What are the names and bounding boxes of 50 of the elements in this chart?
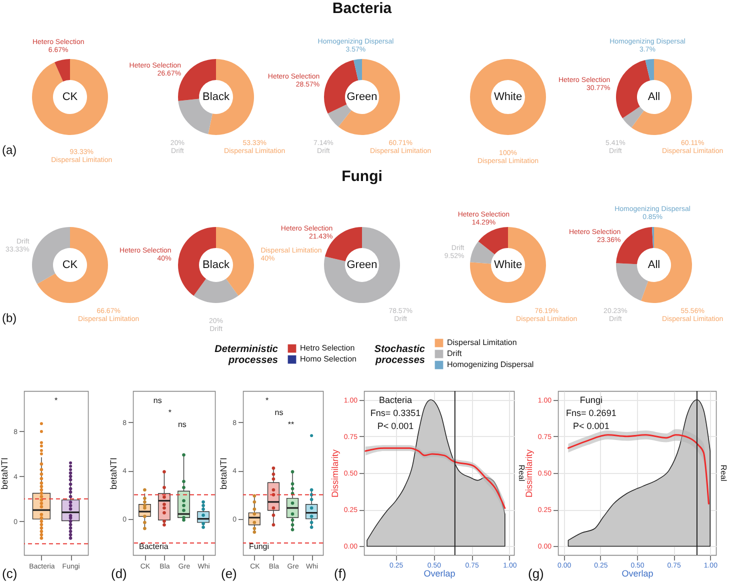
y2-axis-title: Real bbox=[517, 464, 526, 482]
text: All bbox=[648, 259, 660, 271]
x-axis-title: Overlap bbox=[622, 568, 654, 578]
text: (d) bbox=[111, 566, 127, 581]
category-label: Hetro Selection bbox=[300, 344, 355, 352]
annotation: P< 0.001 bbox=[573, 421, 610, 431]
y2-axis-title: Real bbox=[719, 464, 728, 482]
text: Bacteria bbox=[139, 542, 169, 551]
text: (g) bbox=[528, 566, 544, 581]
y-axis-title: Dissimilarity bbox=[330, 449, 340, 498]
text: Black bbox=[202, 91, 230, 103]
text: (c) bbox=[2, 566, 18, 581]
annotation: Fns= 0.2691 bbox=[566, 408, 616, 418]
annotation: Fns= 0.3351 bbox=[370, 408, 421, 418]
category-label: Homo Selection bbox=[300, 354, 356, 364]
y-axis-title: Dissimilarity bbox=[524, 449, 534, 498]
annotation: ns bbox=[153, 396, 162, 405]
annotation: ns bbox=[274, 408, 284, 417]
category-label: Drift bbox=[447, 349, 462, 358]
y-axis-title: betaNTI bbox=[108, 457, 119, 490]
x-axis-title: Overlap bbox=[424, 568, 456, 578]
text: Stochastic processes bbox=[374, 344, 426, 366]
text: (b) bbox=[2, 311, 17, 325]
text: (f) bbox=[334, 566, 346, 581]
y-axis-title: betaNTI bbox=[0, 457, 10, 490]
chart-subtitle: Bacteria bbox=[332, 0, 392, 17]
annotation: * bbox=[265, 396, 269, 405]
text: Black bbox=[202, 259, 230, 271]
text: Fungi bbox=[249, 542, 270, 551]
category-label: Dispersal Limitation bbox=[447, 338, 517, 347]
annotation: * bbox=[168, 408, 172, 417]
text: Deterministic processes bbox=[214, 344, 278, 366]
annotation: P< 0.001 bbox=[377, 421, 414, 431]
annotation: ** bbox=[288, 420, 294, 429]
annotation: * bbox=[54, 396, 58, 405]
annotation: Fungi bbox=[580, 395, 602, 405]
text: White bbox=[494, 91, 522, 103]
annotation: ns bbox=[178, 420, 186, 429]
text: Green bbox=[346, 259, 378, 271]
text: (a) bbox=[2, 143, 17, 157]
category-label: Homogenizing Dispersal bbox=[447, 360, 534, 369]
y-axis-title: betaNTI bbox=[218, 457, 229, 490]
text: All bbox=[648, 91, 660, 103]
annotation: Bacteria bbox=[378, 395, 412, 405]
chart-subtitle: Fungi bbox=[342, 168, 382, 185]
text: CK bbox=[62, 91, 78, 103]
text: White bbox=[494, 259, 522, 271]
text: Green bbox=[346, 91, 378, 103]
text: CK bbox=[62, 259, 78, 271]
text: (e) bbox=[221, 566, 237, 581]
